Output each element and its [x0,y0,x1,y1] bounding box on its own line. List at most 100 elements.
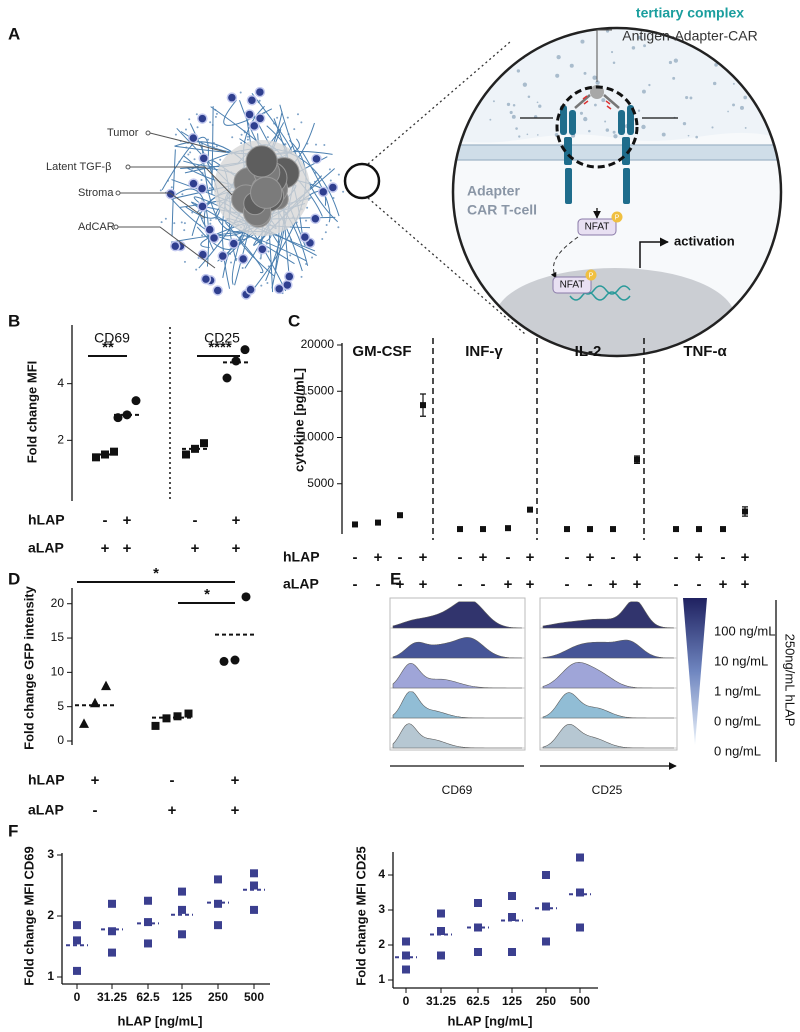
data-point [108,899,116,908]
data-point [402,951,410,960]
speck [509,110,513,115]
speck [536,101,539,104]
significance-label: ** [102,339,114,356]
zoom-outline [451,26,783,358]
condition-label: + [526,549,535,566]
car-t-cell [254,86,266,98]
speck [648,83,651,87]
data-point [178,930,186,939]
data-point [542,871,550,879]
car-t-cell [245,284,256,295]
y-tick-label: 10 [51,665,65,679]
speck [637,109,641,112]
data-point [122,410,132,420]
speck [260,284,263,287]
speck [661,132,666,137]
speck [511,114,516,119]
speck [594,103,597,107]
car-t-cell [197,113,208,124]
speck [695,135,698,139]
data-point [178,905,186,914]
speck [506,102,511,107]
y-axis-label: Fold change MFI CD69 [21,846,36,985]
speck [732,82,735,85]
speck [183,229,186,232]
speck [174,133,177,136]
speck [337,173,340,176]
data-point [542,937,550,946]
data-point [92,453,100,462]
condition-label: + [526,576,535,593]
car-t-cell [198,153,210,164]
diagram-label: CAR T-cell [467,202,537,218]
data-point [576,888,584,897]
condition-label: - [611,549,616,566]
condition-label: - [674,549,679,566]
legend-title: 250ng/mL hLAP [783,634,798,727]
data-point [505,525,511,532]
concentration-label: 10 ng/mL [714,653,768,668]
speck [230,261,233,264]
car-t-cell [188,178,199,189]
data-point [397,512,403,519]
data-point [576,923,584,932]
nfat-box [577,218,617,236]
speck [492,100,495,103]
y-tick-label: 15 [51,630,65,644]
car-t-cell [188,132,199,144]
condition-label: + [504,576,513,593]
panel-label: C [288,311,300,330]
speck [672,76,676,80]
histogram-frame [539,597,678,751]
condition-label: - [458,576,463,593]
car-t-cell [273,283,285,295]
data-point [144,918,152,927]
tumor-cell [250,176,283,209]
data-point [352,521,358,528]
car-receptors [520,85,678,218]
speck [732,103,736,107]
speck [209,219,212,222]
speck [231,136,234,139]
condition-label: + [419,576,428,593]
leader-lines [113,130,233,269]
speck [184,128,187,131]
speck [324,231,327,234]
speck [673,58,678,63]
speck [687,134,690,137]
speck [187,153,190,156]
speck [159,189,162,192]
group-title: IL-2 [575,343,602,360]
condition-label: + [479,549,488,566]
y-tick-label: 15000 [301,383,335,397]
condition-label: - [398,549,403,566]
data-point [375,519,381,526]
speck [195,268,198,271]
speck [284,143,287,146]
data-point [222,373,232,383]
speck [315,143,318,146]
diagram-label: NFAT [560,280,585,291]
condition-name: aLAP [28,540,64,556]
speck [300,275,303,278]
car-t-cell [217,250,229,262]
x-tick-label: 125 [172,990,192,1004]
condition-label: + [232,512,241,529]
car-t-cell [196,183,208,194]
condition-label: - [376,576,381,593]
condition-label: + [101,540,110,557]
x-tick-label: 250 [536,994,556,1008]
condition-label: - [565,549,570,566]
x-tick-label: 250 [208,990,228,1004]
data-point [214,875,222,884]
data-point [144,896,152,905]
data-point [73,936,81,945]
y-tick-label: 2 [378,937,385,951]
speck [246,135,249,138]
speck [311,256,314,259]
concentration-label: 0 ng/mL [714,743,761,758]
speck [181,193,184,196]
condition-label: - [697,576,702,593]
diagram-label: Antigen-Adapter-CAR [622,28,757,44]
